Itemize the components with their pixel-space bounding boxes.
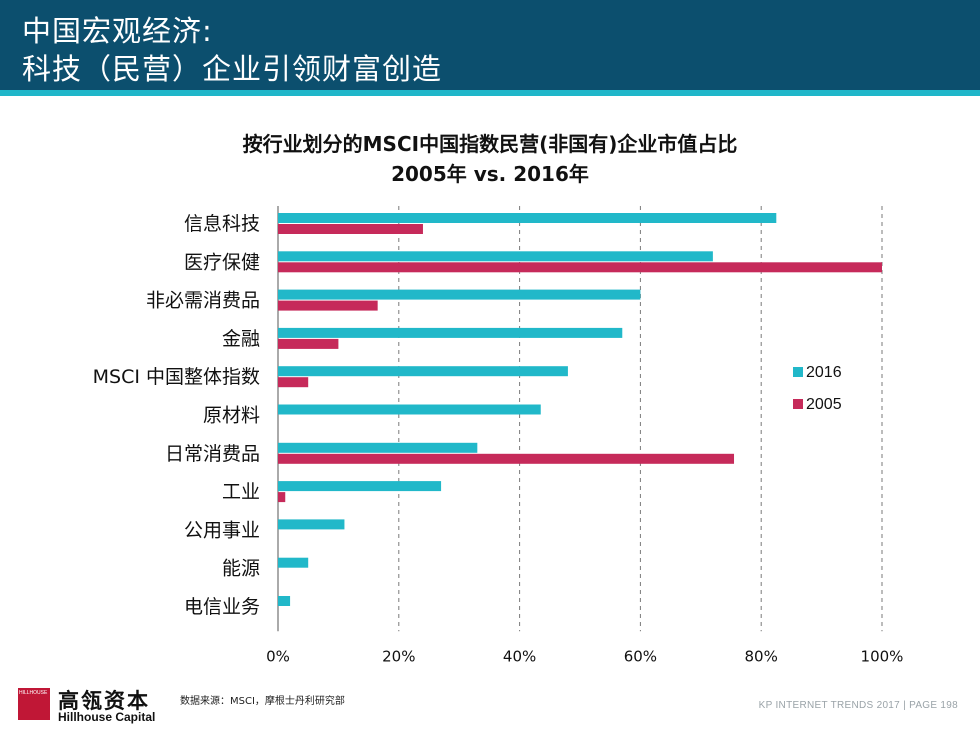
bar-2016 xyxy=(278,442,478,453)
header-title-line1: 中国宏观经济: xyxy=(22,14,213,48)
category-label: 日常消费品 xyxy=(165,443,260,465)
x-tick-label: 100% xyxy=(861,647,904,665)
category-label: 非必需消费品 xyxy=(146,290,260,312)
x-tick-label: 0% xyxy=(266,647,290,665)
legend-label-2005: 2005 xyxy=(806,396,842,413)
category-label: 信息科技 xyxy=(184,213,260,235)
x-tick-label: 20% xyxy=(382,647,415,665)
chart-subtitle: 2005年 vs. 2016年 xyxy=(391,162,589,186)
category-label: 金融 xyxy=(222,328,260,350)
legend-label-2016: 2016 xyxy=(806,364,842,381)
bar-2005 xyxy=(278,300,378,311)
header-bar: 中国宏观经济: 科技（民营）企业引领财富创造 xyxy=(0,0,980,90)
page-label: KP INTERNET TRENDS 2017 | PAGE 198 xyxy=(758,700,958,711)
logo-small-text: HILLHOUSE xyxy=(19,690,48,696)
bar-2005 xyxy=(278,262,882,273)
category-label: 医疗保健 xyxy=(184,251,260,273)
bar-2005 xyxy=(278,377,309,388)
bar-2016 xyxy=(278,251,713,262)
legend-swatch-2016 xyxy=(793,367,803,377)
data-source-note: 数据来源：MSCI，摩根士丹利研究部 xyxy=(180,696,345,707)
bar-2016 xyxy=(278,596,291,606)
bar-2016 xyxy=(278,557,309,568)
category-label: 电信业务 xyxy=(184,596,260,618)
legend-swatch-2005 xyxy=(793,399,803,409)
category-label: MSCI 中国整体指数 xyxy=(93,366,260,388)
chart-title: 按行业划分的MSCI中国指数民营(非国有)企业市值占比 xyxy=(242,132,738,156)
x-tick-label: 60% xyxy=(624,647,657,665)
bar-2005 xyxy=(278,453,735,464)
category-label: 工业 xyxy=(222,481,260,503)
x-tick-label: 80% xyxy=(745,647,778,665)
bar-2005 xyxy=(278,338,339,349)
bar-2005 xyxy=(278,492,286,503)
bar-2016 xyxy=(278,404,541,415)
bar-2016 xyxy=(278,366,568,377)
category-label: 公用事业 xyxy=(184,519,260,541)
category-label: 能源 xyxy=(222,558,260,580)
bar-2005 xyxy=(278,224,423,234)
logo-english-name: Hillhouse Capital xyxy=(58,710,156,724)
header-title-line2: 科技（民营）企业引领财富创造 xyxy=(22,52,443,86)
bar-2016 xyxy=(278,519,345,530)
category-label: 原材料 xyxy=(203,405,260,427)
bar-2016 xyxy=(278,327,623,338)
bar-2016 xyxy=(278,213,777,223)
bar-2016 xyxy=(278,289,641,300)
hillhouse-logo-mark xyxy=(18,688,50,720)
logo-chinese-name: 高瓴资本 xyxy=(58,689,150,713)
bar-2016 xyxy=(278,481,442,492)
x-tick-label: 40% xyxy=(503,647,536,665)
header-accent-stripe xyxy=(0,90,980,96)
